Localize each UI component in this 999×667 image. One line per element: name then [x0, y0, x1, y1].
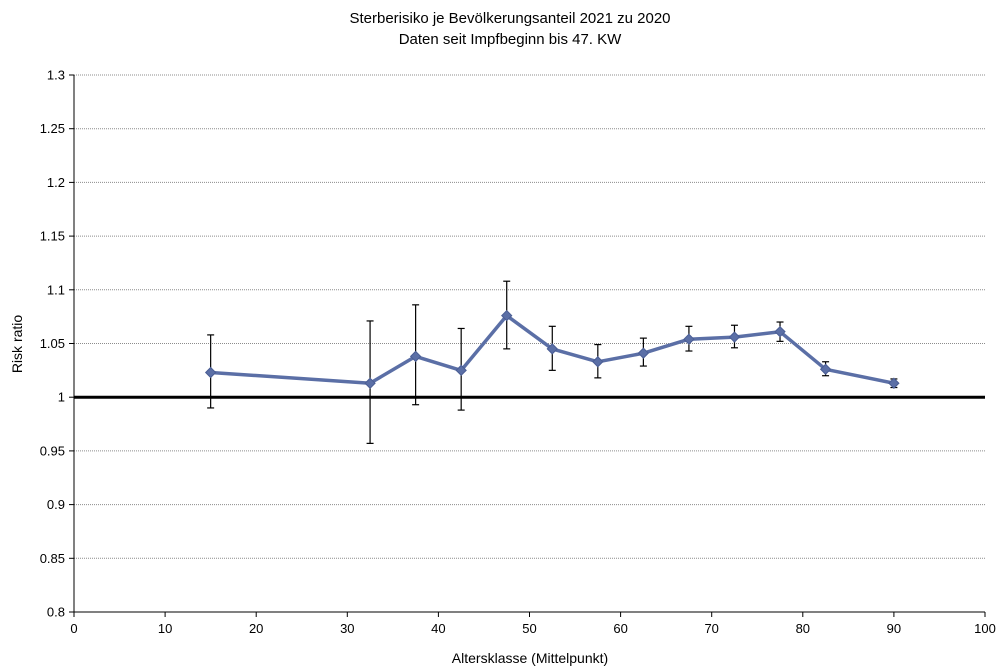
- y-tick-label: 0.9: [47, 497, 65, 512]
- data-point: [774, 325, 786, 338]
- x-tick-label: 60: [613, 621, 627, 636]
- y-tick-label: 0.8: [47, 605, 65, 620]
- data-point: [204, 366, 217, 379]
- x-axis-label: Altersklasse (Mittelpunkt): [452, 650, 608, 666]
- y-tick-label: 1.05: [40, 336, 65, 351]
- data-points: [204, 309, 900, 389]
- data-point: [546, 343, 558, 355]
- data-point: [819, 363, 832, 375]
- y-tick-label: 1: [58, 390, 65, 405]
- data-point: [455, 364, 467, 377]
- y-axis-ticks: 0.8 0.85 0.9 0.95 1 1.05 1.1 1.15 1.2 1.25 1.3: [40, 68, 74, 620]
- x-tick-label: 50: [522, 621, 536, 636]
- gridlines: [74, 74, 985, 559]
- y-axis-label: Risk ratio: [9, 315, 25, 374]
- y-tick-label: 1.1: [47, 282, 65, 297]
- data-point: [592, 356, 604, 368]
- x-tick-label: 20: [249, 621, 263, 636]
- x-tick-label: 40: [431, 621, 445, 636]
- data-point: [888, 377, 900, 389]
- x-tick-label: 80: [796, 621, 810, 636]
- y-tick-label: 1.2: [47, 175, 65, 190]
- y-tick-label: 1.3: [47, 68, 65, 83]
- data-point: [637, 347, 650, 359]
- x-tick-label: 30: [340, 621, 354, 636]
- data-point: [501, 309, 513, 322]
- chart-title: Sterberisiko je Bevölkerungsanteil 2021 …: [349, 10, 670, 27]
- error-bars: [207, 280, 898, 444]
- y-tick-label: 0.95: [40, 443, 65, 458]
- chart-subtitle: Daten seit Impfbeginn bis 47. KW: [399, 31, 622, 48]
- y-tick-label: 1.25: [40, 121, 65, 136]
- x-tick-label: 0: [70, 621, 77, 636]
- x-axis-ticks: 0 10 20 30 40 50 60 70 80 90 100: [70, 612, 996, 636]
- data-point: [728, 331, 741, 343]
- y-tick-label: 1.15: [40, 229, 65, 244]
- data-point: [409, 350, 422, 363]
- data-point: [364, 377, 376, 389]
- x-tick-label: 90: [887, 621, 901, 636]
- x-tick-label: 100: [974, 621, 996, 636]
- y-tick-label: 0.85: [40, 551, 65, 566]
- x-tick-label: 10: [158, 621, 172, 636]
- data-point: [683, 333, 695, 345]
- x-tick-label: 70: [704, 621, 718, 636]
